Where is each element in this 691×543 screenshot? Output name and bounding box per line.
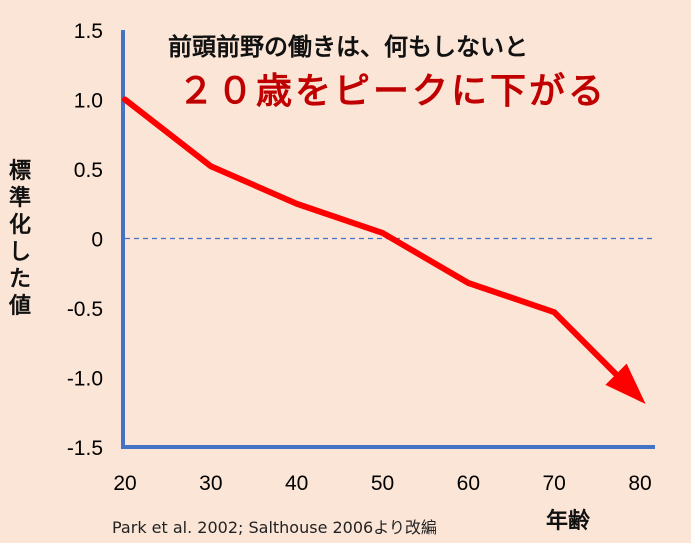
x-tick-label: 20	[113, 472, 136, 495]
x-axis-label: 年齢	[546, 508, 591, 534]
data-point	[122, 97, 128, 102]
y-tick-label: 0.5	[74, 159, 103, 182]
y-axis-label-char: 準	[9, 185, 31, 211]
y-tick-label: -1.5	[67, 437, 103, 460]
chart-title: 前頭前野の働きは、何もしないと	[168, 33, 528, 61]
y-tick-label: 1.0	[74, 90, 103, 113]
y-tick-label: 0	[91, 229, 103, 252]
data-point	[465, 280, 471, 286]
x-tick-label: 70	[542, 472, 565, 495]
data-point	[551, 309, 557, 315]
plot-area: 1.5 1.0 0.5 0 -0.5 -1.0 -1.5 20 30 40 50 60 70 80	[67, 20, 655, 495]
y-axis-label-char: た	[9, 267, 31, 292]
y-axis-label-char: 値	[8, 294, 31, 319]
data-point	[637, 395, 643, 401]
data-point	[380, 230, 385, 236]
x-tick-label: 80	[628, 472, 651, 495]
arrow-head	[605, 363, 646, 405]
data-point	[294, 201, 300, 207]
y-tick-label: -1.0	[67, 368, 103, 391]
y-tick-label: 1.5	[74, 20, 103, 43]
source-citation: Park et al. 2002; Salthouse 2006より改編	[112, 518, 437, 537]
series-line	[122, 96, 621, 379]
x-tick-label: 40	[285, 472, 308, 495]
y-axis-label-char: 標	[9, 159, 31, 184]
data-point	[208, 163, 214, 169]
y-axis-label-char: 化	[9, 212, 31, 238]
x-tick-label: 60	[457, 472, 480, 495]
y-axis-label-char: し	[9, 240, 31, 265]
chart-subtitle: ２０歳をピークに下がる	[178, 71, 607, 112]
x-tick-label: 50	[371, 472, 394, 495]
y-tick-label: -0.5	[67, 298, 103, 321]
x-tick-label: 30	[199, 472, 222, 495]
